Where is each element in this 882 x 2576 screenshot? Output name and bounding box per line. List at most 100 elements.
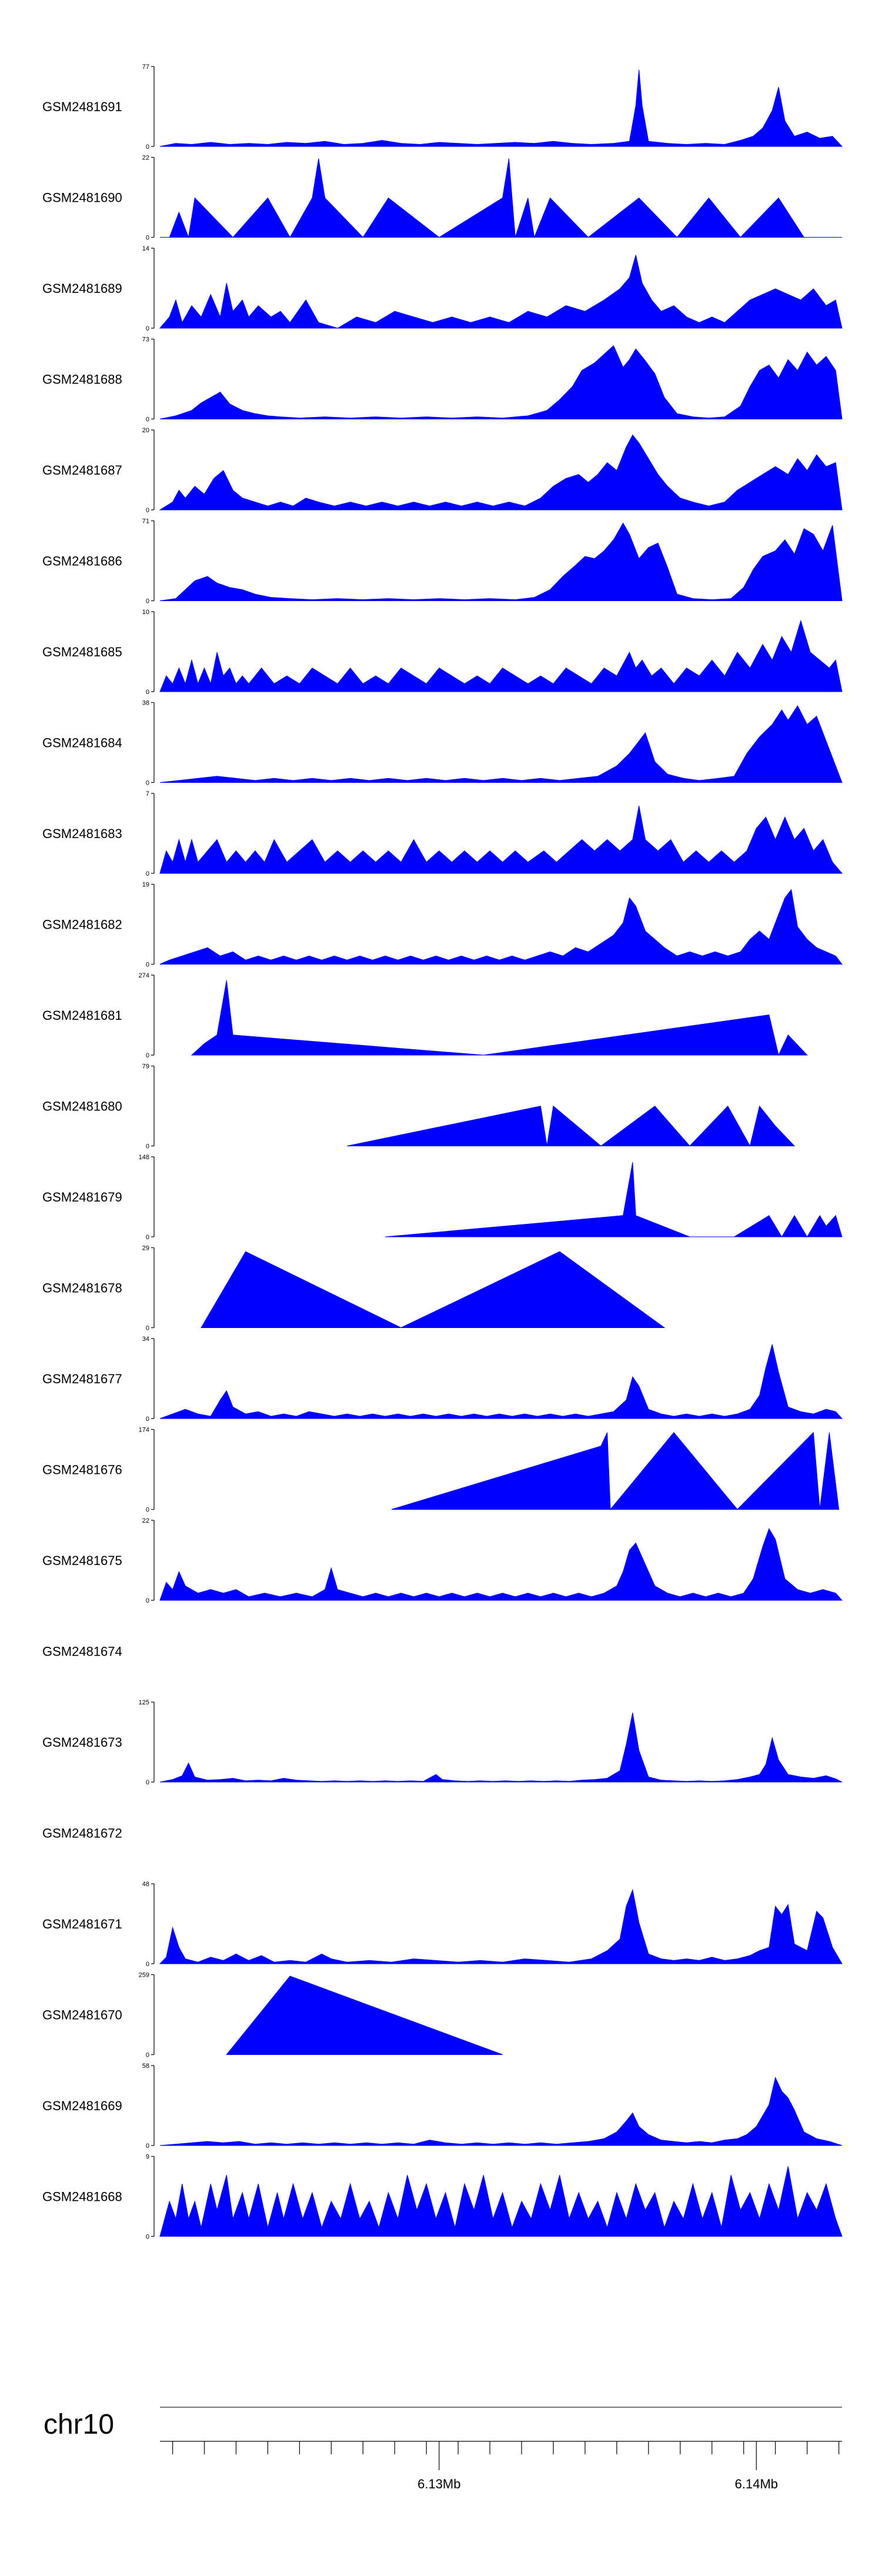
track-signal-area bbox=[159, 69, 843, 147]
track-GSM2481673: GSM2481673 125 0 bbox=[42, 1699, 843, 1786]
track-signal-area bbox=[159, 255, 843, 329]
track-GSM2481670: GSM2481670 259 0 bbox=[42, 1972, 503, 2059]
genome-axis-ticks bbox=[172, 2441, 840, 2470]
track-y-max-label: 259 bbox=[139, 1972, 149, 1979]
track-y-min-label: 0 bbox=[146, 144, 149, 151]
track-GSM2481683: GSM2481683 7 0 bbox=[42, 790, 843, 877]
genome-axis: chr10 6.13Mb 6.14Mb bbox=[44, 2407, 842, 2491]
track-y-min-label: 0 bbox=[146, 507, 149, 514]
track-y-max-label: 38 bbox=[142, 700, 149, 707]
track-y-min-label: 0 bbox=[146, 1961, 149, 1968]
track-y-min-label: 0 bbox=[146, 2234, 149, 2241]
track-GSM2481679: GSM2481679 148 0 bbox=[42, 1154, 843, 1241]
track-signal-area bbox=[191, 980, 808, 1056]
track-y-min-label: 0 bbox=[146, 1052, 149, 1059]
track-label: GSM2481677 bbox=[42, 1372, 122, 1386]
chromosome-label: chr10 bbox=[44, 2409, 114, 2440]
track-GSM2481675: GSM2481675 22 0 bbox=[42, 1517, 843, 1604]
track-GSM2481689: GSM2481689 14 0 bbox=[42, 245, 843, 332]
track-label: GSM2481691 bbox=[42, 99, 122, 114]
track-y-min-label: 0 bbox=[146, 1597, 149, 1604]
track-GSM2481677: GSM2481677 34 0 bbox=[42, 1336, 843, 1423]
track-label: GSM2481684 bbox=[42, 736, 122, 750]
track-y-min-label: 0 bbox=[146, 598, 149, 605]
track-y-max-label: 34 bbox=[142, 1336, 149, 1343]
track-GSM2481684: GSM2481684 38 0 bbox=[42, 700, 843, 787]
track-signal-area bbox=[347, 1105, 796, 1147]
track-label: GSM2481682 bbox=[42, 917, 122, 932]
track-signal-area bbox=[160, 158, 842, 239]
track-GSM2481671: GSM2481671 48 0 bbox=[42, 1881, 843, 1968]
track-y-max-label: 9 bbox=[146, 2154, 149, 2161]
track-y-max-label: 125 bbox=[139, 1699, 149, 1706]
track-label: GSM2481671 bbox=[42, 1917, 122, 1931]
track-y-min-label: 0 bbox=[146, 235, 149, 242]
track-label: GSM2481672 bbox=[42, 1826, 122, 1841]
track-y-max-label: 274 bbox=[139, 972, 149, 979]
track-GSM2481688: GSM2481688 73 0 bbox=[42, 336, 843, 423]
track-GSM2481682: GSM2481682 19 0 bbox=[42, 882, 843, 969]
track-label: GSM2481687 bbox=[42, 463, 122, 478]
track-GSM2481676: GSM2481676 174 0 bbox=[42, 1427, 840, 1514]
track-GSM2481691: GSM2481691 77 0 bbox=[42, 64, 843, 151]
coordinate-label: 6.14Mb bbox=[735, 2477, 778, 2491]
track-y-min-label: 0 bbox=[146, 416, 149, 423]
track-signal-area bbox=[159, 889, 843, 965]
track-y-min-label: 0 bbox=[146, 1325, 149, 1332]
track-signal-area bbox=[159, 345, 843, 419]
track-y-max-label: 58 bbox=[142, 2063, 149, 2070]
track-signal-area bbox=[159, 434, 843, 510]
track-label: GSM2481676 bbox=[42, 1463, 122, 1477]
track-y-min-label: 0 bbox=[146, 2052, 149, 2059]
track-y-min-label: 0 bbox=[146, 1416, 149, 1423]
track-y-max-label: 71 bbox=[142, 518, 149, 525]
track-y-max-label: 148 bbox=[139, 1154, 149, 1161]
track-y-max-label: 77 bbox=[142, 64, 149, 71]
track-label: GSM2481675 bbox=[42, 1553, 122, 1568]
track-y-max-label: 22 bbox=[142, 1517, 149, 1524]
track-label: GSM2481673 bbox=[42, 1735, 122, 1750]
track-y-min-label: 0 bbox=[146, 1779, 149, 1786]
data-tracks: GSM2481691770GSM2481690220GSM2481689140G… bbox=[42, 64, 843, 2241]
track-y-max-label: 14 bbox=[142, 245, 149, 252]
track-label: GSM2481683 bbox=[42, 826, 122, 841]
track-signal-area bbox=[159, 1888, 843, 1964]
track-y-max-label: 7 bbox=[146, 790, 149, 798]
track-y-max-label: 10 bbox=[142, 609, 149, 616]
track-y-min-label: 0 bbox=[146, 780, 149, 787]
track-signal-area bbox=[385, 1162, 843, 1237]
track-label: GSM2481669 bbox=[42, 2098, 122, 2113]
track-y-min-label: 0 bbox=[146, 325, 149, 332]
track-signal-area bbox=[159, 705, 843, 783]
track-GSM2481681: GSM2481681 274 0 bbox=[42, 972, 808, 1059]
track-y-min-label: 0 bbox=[146, 1143, 149, 1150]
track-label: GSM2481674 bbox=[42, 1644, 122, 1659]
track-y-min-label: 0 bbox=[146, 1234, 149, 1241]
track-y-max-label: 174 bbox=[139, 1427, 149, 1434]
track-signal-area bbox=[159, 1528, 843, 1601]
track-GSM2481687: GSM2481687 20 0 bbox=[42, 427, 843, 514]
track-y-min-label: 0 bbox=[146, 2143, 149, 2150]
track-y-max-label: 48 bbox=[142, 1881, 149, 1888]
track-y-max-label: 19 bbox=[142, 882, 149, 889]
track-signal-area bbox=[159, 522, 843, 601]
track-GSM2481686: GSM2481686 71 0 bbox=[42, 518, 843, 605]
track-label: GSM2481670 bbox=[42, 2008, 122, 2023]
track-label: GSM2481681 bbox=[42, 1008, 122, 1023]
track-label: GSM2481688 bbox=[42, 372, 122, 387]
track-signal-area bbox=[159, 1344, 843, 1419]
track-y-min-label: 0 bbox=[146, 689, 149, 696]
track-GSM2481669: GSM2481669 58 0 bbox=[42, 2063, 843, 2150]
track-label: GSM2481685 bbox=[42, 645, 122, 659]
track-label: GSM2481686 bbox=[42, 554, 122, 569]
track-GSM2481674: GSM2481674 bbox=[42, 1644, 122, 1659]
track-signal-area bbox=[226, 1976, 503, 2055]
track-signal-area bbox=[159, 619, 843, 692]
track-y-max-label: 29 bbox=[142, 1245, 149, 1252]
track-y-max-label: 20 bbox=[142, 427, 149, 434]
track-label: GSM2481678 bbox=[42, 1281, 122, 1296]
track-signal-area bbox=[201, 1251, 666, 1329]
track-signal-area bbox=[391, 1432, 840, 1510]
